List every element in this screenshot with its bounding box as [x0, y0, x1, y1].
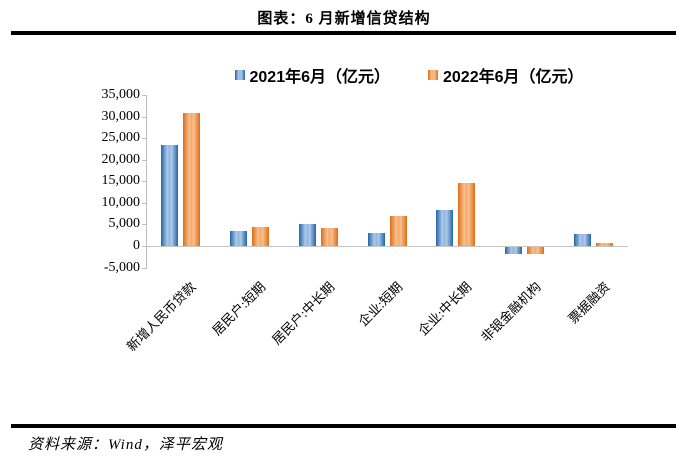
y-axis-tick	[142, 138, 146, 139]
legend-item-2022: 2022年6月（亿元）	[428, 63, 584, 87]
bar-series0-cat3	[368, 233, 385, 246]
y-tick-label: 10,000	[101, 195, 141, 210]
y-tick-label: 0	[133, 238, 140, 253]
top-divider	[11, 31, 676, 35]
legend-item-2021: 2021年6月（亿元）	[234, 63, 391, 87]
category-label: 票据融资	[564, 279, 613, 327]
y-axis-tick	[142, 95, 146, 96]
bar-series1-cat3	[390, 216, 407, 246]
source-note: 资料来源：Wind，泽平宏观	[28, 437, 223, 453]
bar-series0-cat6	[574, 234, 591, 246]
chart-title: 图表：6 月新增信贷结构	[257, 11, 431, 27]
category-label: 居民户:短期	[208, 279, 269, 339]
bar-series1-cat0	[183, 113, 200, 246]
y-tick-label: -5,000	[103, 260, 140, 275]
y-axis-tick	[142, 160, 146, 161]
y-axis-line	[146, 95, 147, 269]
y-axis-tick	[142, 181, 146, 182]
y-tick-label: 15,000	[101, 173, 141, 188]
bar-series0-cat2	[299, 224, 316, 246]
bottom-divider	[11, 424, 676, 428]
bar-series1-cat1	[252, 227, 269, 246]
category-label: 新增人民币贷款	[124, 279, 200, 355]
legend-label-2021: 2021年6月（亿元）	[249, 69, 391, 86]
chart-legend: 2021年6月（亿元） 2022年6月（亿元）	[130, 63, 688, 87]
legend-swatch-2021-icon	[234, 70, 245, 80]
category-label: 企业:中长期	[415, 279, 475, 339]
bar-series0-cat5	[505, 247, 522, 254]
y-tick-label: 25,000	[101, 130, 141, 145]
bar-series1-cat6	[596, 243, 613, 246]
bar-series1-cat2	[321, 228, 338, 246]
legend-swatch-2022-icon	[428, 70, 438, 80]
y-tick-label: 30,000	[101, 109, 141, 124]
bar-series0-cat4	[436, 210, 453, 246]
x-axis-line	[146, 246, 628, 247]
y-tick-label: 35,000	[101, 87, 141, 102]
bar-series1-cat5	[527, 247, 544, 254]
y-axis-tick	[142, 117, 146, 118]
y-axis-tick	[142, 224, 146, 225]
category-label: 企业:短期	[355, 279, 406, 330]
y-axis-tick	[142, 203, 146, 204]
category-label: 居民户:中长期	[268, 279, 337, 348]
y-tick-label: 20,000	[101, 152, 141, 167]
bar-series0-cat0	[161, 145, 178, 246]
legend-label-2022: 2022年6月（亿元）	[443, 69, 584, 86]
y-axis-tick	[142, 268, 146, 269]
y-axis-tick	[142, 246, 146, 247]
category-label: 非银金融机构	[477, 279, 544, 345]
bar-series0-cat1	[230, 231, 247, 246]
y-tick-label: 5,000	[108, 216, 141, 231]
bar-series1-cat4	[458, 183, 475, 246]
